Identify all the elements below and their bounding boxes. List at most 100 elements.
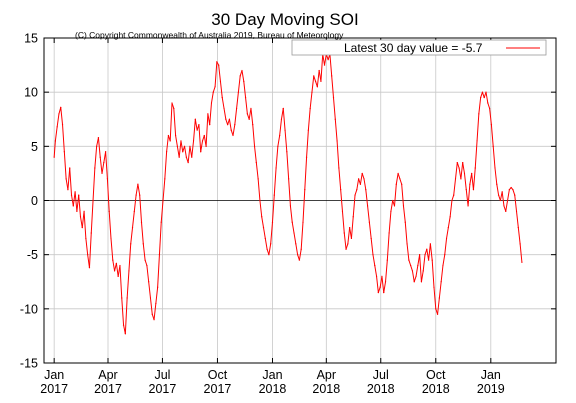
legend: Latest 30 day value = -5.7 bbox=[291, 39, 547, 56]
y-tick-label: 15 bbox=[24, 32, 38, 46]
series-segment bbox=[295, 243, 299, 256]
series-segment bbox=[155, 286, 159, 304]
x-tick-label-month: Oct bbox=[426, 368, 446, 382]
series-segment bbox=[124, 297, 128, 335]
series-segment bbox=[331, 75, 334, 99]
series-segment bbox=[99, 156, 103, 174]
series-segment bbox=[164, 151, 168, 180]
series-segment bbox=[67, 167, 71, 191]
series-segment bbox=[158, 221, 162, 256]
series-segment bbox=[447, 216, 451, 229]
series-segment bbox=[194, 118, 198, 131]
series-segment bbox=[162, 178, 166, 201]
series-segment bbox=[115, 262, 119, 277]
series-segment bbox=[252, 124, 256, 147]
series-segment bbox=[130, 227, 134, 245]
series-segment bbox=[85, 237, 89, 256]
series-segment bbox=[184, 145, 187, 158]
series-segment bbox=[178, 140, 182, 158]
series-segment bbox=[128, 243, 132, 272]
series-segment bbox=[106, 178, 110, 212]
series-segment bbox=[293, 232, 297, 245]
series-segment bbox=[153, 302, 157, 321]
x-tick-label-month: Jan bbox=[262, 368, 282, 382]
x-tick-label-year: 2017 bbox=[149, 382, 177, 396]
series-segment bbox=[105, 151, 108, 180]
series-segment bbox=[489, 107, 492, 126]
x-tick-label-month: Apr bbox=[317, 368, 336, 382]
series-segment bbox=[237, 75, 241, 93]
series-segment bbox=[478, 97, 482, 115]
series-segment bbox=[228, 118, 232, 131]
series-segment bbox=[69, 167, 73, 196]
series-segment bbox=[90, 200, 94, 234]
series-segment bbox=[492, 145, 496, 169]
series-segment bbox=[56, 113, 60, 128]
series-segment bbox=[270, 221, 273, 245]
series-segment bbox=[160, 200, 164, 223]
series-segment bbox=[219, 80, 223, 99]
series-segment bbox=[320, 53, 324, 82]
series-segment bbox=[370, 237, 374, 256]
series-segment bbox=[166, 135, 169, 153]
series-segment bbox=[345, 243, 349, 250]
series-segment bbox=[474, 140, 478, 169]
series-segment bbox=[410, 265, 413, 272]
series-segment bbox=[171, 102, 175, 109]
series-segment bbox=[243, 80, 247, 99]
series-segment bbox=[142, 243, 146, 261]
series-segment bbox=[332, 97, 336, 120]
series-segment bbox=[133, 194, 137, 212]
series-segment bbox=[402, 205, 406, 223]
series-segment bbox=[148, 281, 151, 299]
series-segment bbox=[363, 178, 367, 191]
series-segment bbox=[415, 265, 419, 277]
series-segment bbox=[279, 118, 282, 136]
series-segment bbox=[200, 140, 204, 153]
series-segment bbox=[376, 275, 379, 294]
series-segment bbox=[411, 270, 415, 283]
series-segment bbox=[209, 102, 212, 126]
series-segment bbox=[277, 135, 281, 147]
series-segment bbox=[54, 126, 58, 142]
series-segment bbox=[419, 254, 422, 283]
series-segment bbox=[404, 221, 408, 245]
series-segment bbox=[367, 205, 370, 223]
series-segment bbox=[490, 124, 494, 147]
y-tick-label: -5 bbox=[27, 248, 38, 262]
series-segment bbox=[395, 172, 399, 185]
series-segment bbox=[336, 140, 340, 169]
series-segment bbox=[210, 91, 214, 104]
series-segment bbox=[263, 227, 266, 239]
series-segment bbox=[496, 183, 500, 196]
series-segment bbox=[356, 178, 360, 191]
series-segment bbox=[236, 91, 239, 109]
series-segment bbox=[108, 210, 112, 239]
series-segment bbox=[505, 200, 509, 212]
series-segment bbox=[286, 151, 290, 180]
series-segment bbox=[519, 243, 523, 263]
series-segment bbox=[368, 221, 372, 239]
series-segment bbox=[187, 145, 191, 164]
series-segment bbox=[140, 221, 144, 245]
series-segment bbox=[334, 118, 338, 142]
series-segment bbox=[350, 216, 354, 239]
series-segment bbox=[322, 53, 326, 66]
series-segment bbox=[341, 210, 345, 234]
series-segment bbox=[440, 265, 444, 283]
series-segment bbox=[361, 172, 365, 180]
x-tick-label-month: Apr bbox=[98, 368, 117, 382]
series-segment bbox=[173, 107, 177, 136]
series-segment bbox=[381, 275, 385, 294]
series-segment bbox=[501, 191, 505, 207]
series-segment bbox=[456, 162, 460, 169]
series-segment bbox=[74, 191, 78, 212]
series-segment bbox=[437, 297, 440, 315]
series-segment bbox=[462, 162, 465, 174]
series-segment bbox=[135, 183, 139, 196]
series-segment bbox=[481, 91, 485, 99]
series-segment bbox=[273, 167, 277, 196]
series-segment bbox=[275, 145, 279, 169]
series-segment bbox=[372, 254, 376, 266]
series-segment bbox=[340, 189, 343, 212]
